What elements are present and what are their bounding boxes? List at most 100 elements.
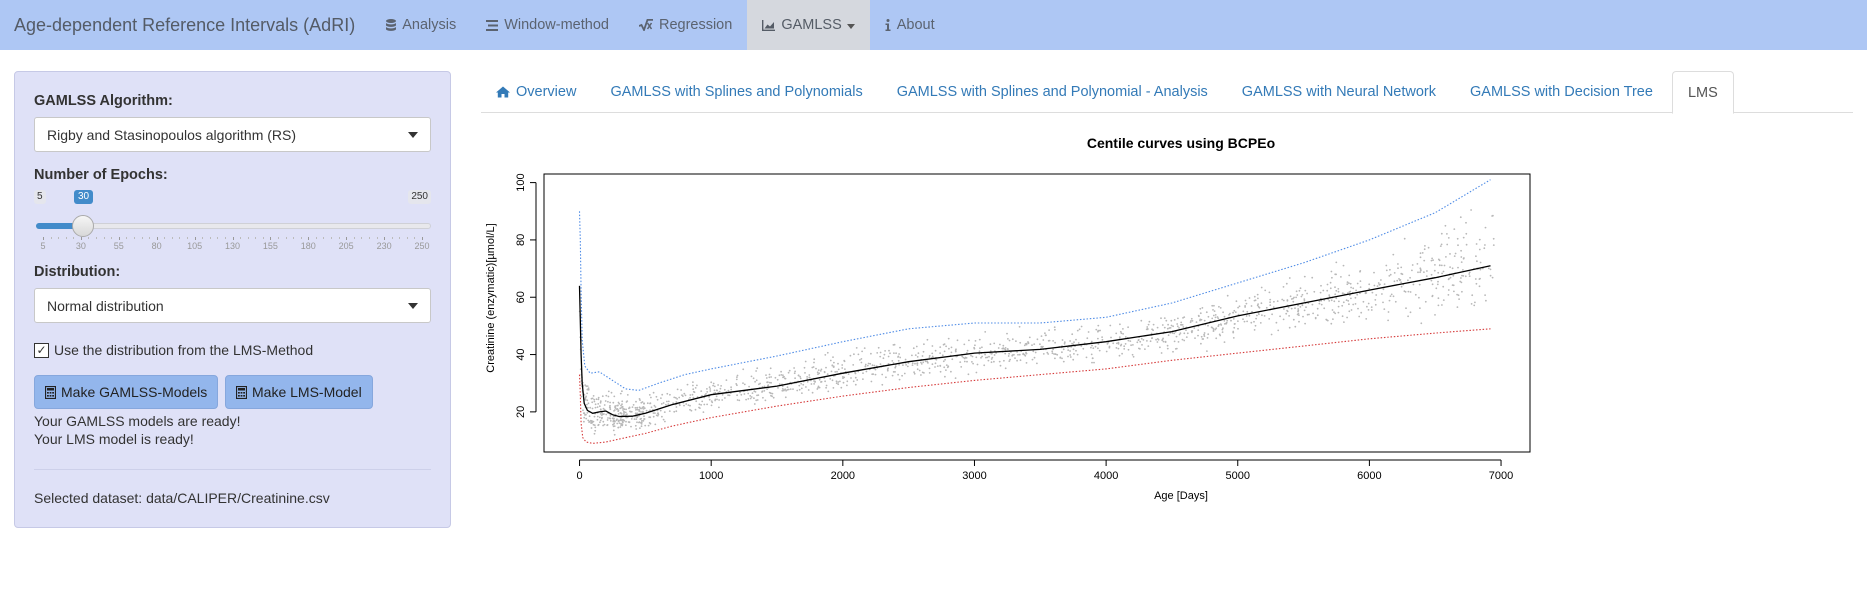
- data-point: [1460, 261, 1463, 263]
- data-point: [1341, 304, 1344, 307]
- data-point: [1197, 334, 1199, 337]
- data-point: [623, 412, 625, 414]
- data-point: [698, 403, 701, 406]
- data-point: [1489, 274, 1492, 277]
- data-point: [769, 367, 772, 370]
- list-icon: [486, 19, 499, 31]
- data-point: [1011, 354, 1014, 357]
- data-point: [635, 418, 638, 420]
- app-brand[interactable]: Age-dependent Reference Intervals (AdRI): [14, 14, 356, 35]
- lms-distribution-option[interactable]: ✓ Use the distribution from the LMS-Meth…: [34, 342, 313, 358]
- algorithm-select[interactable]: Rigby and Stasinopoulos algorithm (RS): [34, 117, 431, 152]
- slider-handle[interactable]: [72, 215, 94, 237]
- data-point: [1018, 353, 1021, 356]
- data-point: [798, 384, 801, 387]
- data-point: [763, 385, 766, 388]
- data-point: [1295, 290, 1298, 293]
- data-point: [1001, 347, 1004, 350]
- data-point: [584, 398, 587, 401]
- data-point: [625, 408, 627, 411]
- data-point: [1237, 320, 1239, 322]
- tab-lms[interactable]: LMS: [1671, 71, 1734, 114]
- data-point: [854, 371, 856, 374]
- slider-tick: [232, 237, 234, 240]
- tab-splines-polynomials[interactable]: GAMLSS with Splines and Polynomials: [595, 71, 877, 113]
- data-point: [1156, 341, 1159, 343]
- data-point: [915, 345, 918, 348]
- data-point: [859, 359, 861, 361]
- data-point: [1044, 334, 1047, 337]
- slider-tick-label: 205: [338, 241, 354, 251]
- data-point: [947, 337, 950, 340]
- data-point: [770, 376, 772, 378]
- data-point: [1136, 341, 1139, 344]
- epochs-slider[interactable]: 5 30 250 5 30 55 80 105 130 155 180 205 230 250: [34, 190, 431, 251]
- tab-splines-polynomial-analysis[interactable]: GAMLSS with Splines and Polynomial - Ana…: [882, 71, 1223, 113]
- data-point: [1485, 299, 1487, 302]
- data-point: [945, 364, 948, 366]
- slider-minor-tick: [406, 237, 408, 239]
- data-point: [1313, 290, 1316, 293]
- data-point: [690, 409, 693, 412]
- data-point: [635, 428, 638, 430]
- data-point: [1044, 332, 1046, 335]
- data-point: [853, 353, 855, 356]
- nav-regression[interactable]: Regression: [624, 0, 747, 50]
- data-point: [642, 419, 645, 422]
- data-point: [1314, 316, 1317, 319]
- make-lms-model-button[interactable]: Make LMS-Model: [225, 375, 373, 409]
- slider-minor-tick: [315, 237, 317, 239]
- make-gamlss-models-button[interactable]: Make GAMLSS-Models: [34, 375, 219, 409]
- data-point: [1457, 266, 1459, 269]
- data-point: [1185, 329, 1187, 331]
- data-point: [597, 424, 600, 427]
- data-point: [1056, 353, 1059, 356]
- data-point: [1193, 327, 1196, 329]
- tab-overview[interactable]: Overview: [481, 71, 591, 113]
- data-point: [639, 418, 642, 420]
- data-point: [1453, 255, 1456, 257]
- nav-about[interactable]: About: [870, 0, 950, 50]
- sidebar-divider: [34, 469, 431, 470]
- data-point: [1007, 338, 1009, 340]
- nav-analysis[interactable]: Analysis: [371, 0, 471, 50]
- centile-plot: Centile curves using BCPEo Age [Days] Cr…: [481, 125, 1853, 605]
- data-point: [1456, 293, 1458, 296]
- data-point: [1218, 305, 1220, 308]
- data-point: [1341, 292, 1344, 295]
- data-point: [860, 361, 863, 364]
- data-point: [1151, 328, 1153, 331]
- data-point: [1212, 327, 1215, 330]
- slider-tick: [118, 237, 120, 240]
- data-point: [1337, 311, 1340, 314]
- data-point: [1232, 330, 1235, 333]
- slider-track[interactable]: [36, 223, 431, 229]
- data-point: [874, 373, 877, 376]
- data-point: [603, 423, 606, 426]
- nav-gamlss[interactable]: GAMLSS: [747, 0, 870, 50]
- data-point: [813, 383, 815, 385]
- data-point: [1180, 323, 1182, 326]
- data-point: [648, 394, 651, 396]
- data-point: [612, 425, 615, 428]
- data-point: [955, 348, 957, 351]
- lms-distribution-checkbox[interactable]: ✓: [34, 342, 49, 358]
- distribution-select[interactable]: Normal distribution: [34, 288, 431, 323]
- data-point: [1151, 337, 1154, 339]
- tab-decision-tree[interactable]: GAMLSS with Decision Tree: [1455, 71, 1668, 113]
- data-point: [1476, 260, 1478, 263]
- data-point: [1341, 315, 1344, 318]
- nav-window-method[interactable]: Window-method: [471, 0, 624, 50]
- data-point: [1092, 347, 1095, 350]
- data-point: [1004, 367, 1007, 370]
- data-point: [1181, 338, 1184, 341]
- data-point: [713, 389, 716, 392]
- tab-neural-network[interactable]: GAMLSS with Neural Network: [1227, 71, 1451, 113]
- data-point: [1335, 297, 1338, 300]
- data-point: [1382, 288, 1385, 291]
- data-point: [1328, 294, 1331, 296]
- data-point: [666, 400, 668, 403]
- data-point: [814, 381, 816, 383]
- data-point: [649, 416, 652, 419]
- data-point: [1071, 342, 1073, 345]
